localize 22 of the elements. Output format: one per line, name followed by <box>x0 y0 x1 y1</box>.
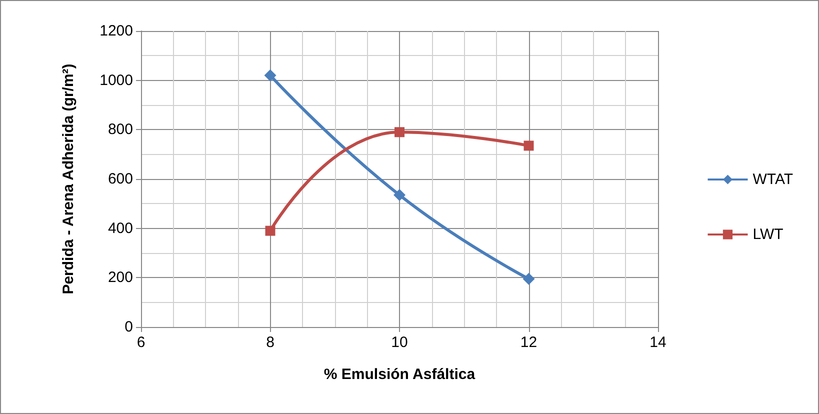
y-tick-label: 200 <box>108 269 133 286</box>
x-tick-label: 6 <box>136 334 146 351</box>
y-tick-label: 1200 <box>100 22 133 40</box>
y-tick-label: 0 <box>124 318 133 336</box>
y-tick-label: 1000 <box>100 72 133 89</box>
y-tick-label: 600 <box>108 170 133 188</box>
x-axis-title: % Emulsión Asfáltica <box>324 366 476 383</box>
point <box>394 189 406 202</box>
x-tick-label: 10 <box>391 334 408 351</box>
y-axis-title: Perdida - Arena Adherida (gr/m²) <box>60 64 77 294</box>
legend-label: WTAT <box>752 171 794 188</box>
point <box>524 140 534 151</box>
point <box>264 69 276 82</box>
y-tick-label: 800 <box>108 121 133 138</box>
point <box>522 272 535 285</box>
x-tick-label: 8 <box>266 334 274 351</box>
x-tick-label: 14 <box>650 334 666 351</box>
legend-label: LWT <box>752 226 784 243</box>
y-tick-label: 400 <box>108 220 133 237</box>
point <box>394 127 404 138</box>
point <box>265 226 276 236</box>
x-tick-label: 12 <box>520 334 538 351</box>
